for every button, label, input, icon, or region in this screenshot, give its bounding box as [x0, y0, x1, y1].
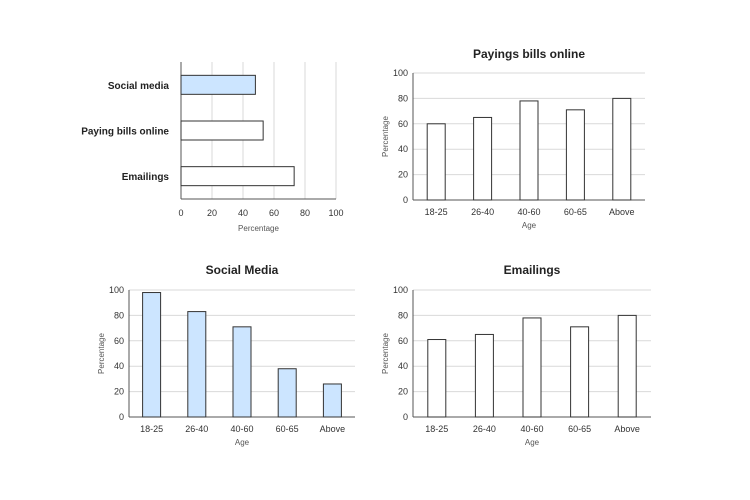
tick-label: 0	[119, 412, 124, 422]
tick-label: 40	[398, 361, 408, 371]
category-label: Social media	[108, 81, 170, 92]
x-axis-label: Age	[525, 438, 540, 447]
category-label: 40-60	[520, 424, 543, 434]
bar	[565, 109, 585, 201]
category-label: 26-40	[471, 207, 494, 217]
category-label: Above	[614, 424, 640, 434]
category-label: 18-25	[425, 424, 448, 434]
tick-label: 60	[114, 336, 124, 346]
bar	[617, 314, 637, 418]
x-axis-label: Age	[235, 438, 250, 447]
bar	[473, 116, 493, 201]
tick-label: 20	[398, 387, 408, 397]
tick-label: 60	[398, 336, 408, 346]
tick-label: 20	[114, 387, 124, 397]
tick-label: 100	[328, 208, 343, 218]
tick-label: 0	[403, 412, 408, 422]
bar	[426, 123, 446, 201]
bar	[180, 166, 295, 187]
bar-chart-paying-bills-online: Payings bills online 0 20 40 60 80 100 18-25 26-…	[381, 47, 645, 230]
tick-label: 80	[114, 310, 124, 320]
tick-label: 60	[269, 208, 279, 218]
category-label: 40-60	[230, 424, 253, 434]
y-axis-label: Percentage	[381, 115, 390, 156]
category-label: 26-40	[185, 424, 208, 434]
x-axis-label: Age	[522, 221, 537, 230]
bar	[519, 100, 539, 201]
bar-chart-emailings: Emailings 0 20 40 60 80 100 18-25 26-40 40-60 60-6…	[381, 263, 651, 447]
bar	[522, 317, 542, 418]
y-axis-label: Percentage	[97, 332, 106, 373]
chart-title: Payings bills online	[473, 47, 585, 61]
tick-label: 40	[238, 208, 248, 218]
bar	[427, 339, 447, 418]
tick-label: 100	[393, 285, 408, 295]
bar	[322, 383, 342, 418]
tick-label: 100	[393, 68, 408, 78]
tick-label: 20	[398, 170, 408, 180]
chart-title: Social Media	[206, 263, 279, 277]
bar	[180, 74, 256, 95]
category-label: Paying bills online	[81, 127, 169, 138]
bar	[232, 326, 252, 418]
tick-label: 40	[114, 361, 124, 371]
category-label: 18-25	[425, 207, 448, 217]
category-label: 60-65	[564, 207, 587, 217]
category-label: 18-25	[140, 424, 163, 434]
category-label: 26-40	[473, 424, 496, 434]
bar	[187, 311, 207, 418]
tick-label: 0	[178, 208, 183, 218]
bar	[142, 292, 162, 418]
category-label: Emailings	[122, 172, 170, 183]
tick-label: 80	[300, 208, 310, 218]
tick-label: 40	[398, 144, 408, 154]
tick-label: 60	[398, 119, 408, 129]
bar	[277, 368, 297, 418]
horizontal-bar-chart-usage: Social media Paying bills online Emailings…	[81, 62, 344, 233]
tick-label: 100	[109, 285, 124, 295]
category-label: Above	[320, 424, 346, 434]
chart-title: Emailings	[504, 263, 561, 277]
category-label: 40-60	[517, 207, 540, 217]
y-axis-label: Percentage	[381, 332, 390, 373]
tick-label: 80	[398, 93, 408, 103]
tick-label: 80	[398, 310, 408, 320]
bar	[474, 333, 494, 418]
bar	[570, 326, 590, 418]
bar	[612, 97, 632, 201]
category-label: 60-65	[276, 424, 299, 434]
category-label: 60-65	[568, 424, 591, 434]
x-axis-label: Percentage	[238, 224, 279, 233]
tick-label: 20	[207, 208, 217, 218]
bar	[180, 120, 264, 141]
category-label: Above	[609, 207, 635, 217]
tick-label: 0	[403, 195, 408, 205]
bar-chart-social-media: Social Media 0 20 40 60 80 100 18-25 26-40 40-60 6…	[97, 263, 355, 447]
